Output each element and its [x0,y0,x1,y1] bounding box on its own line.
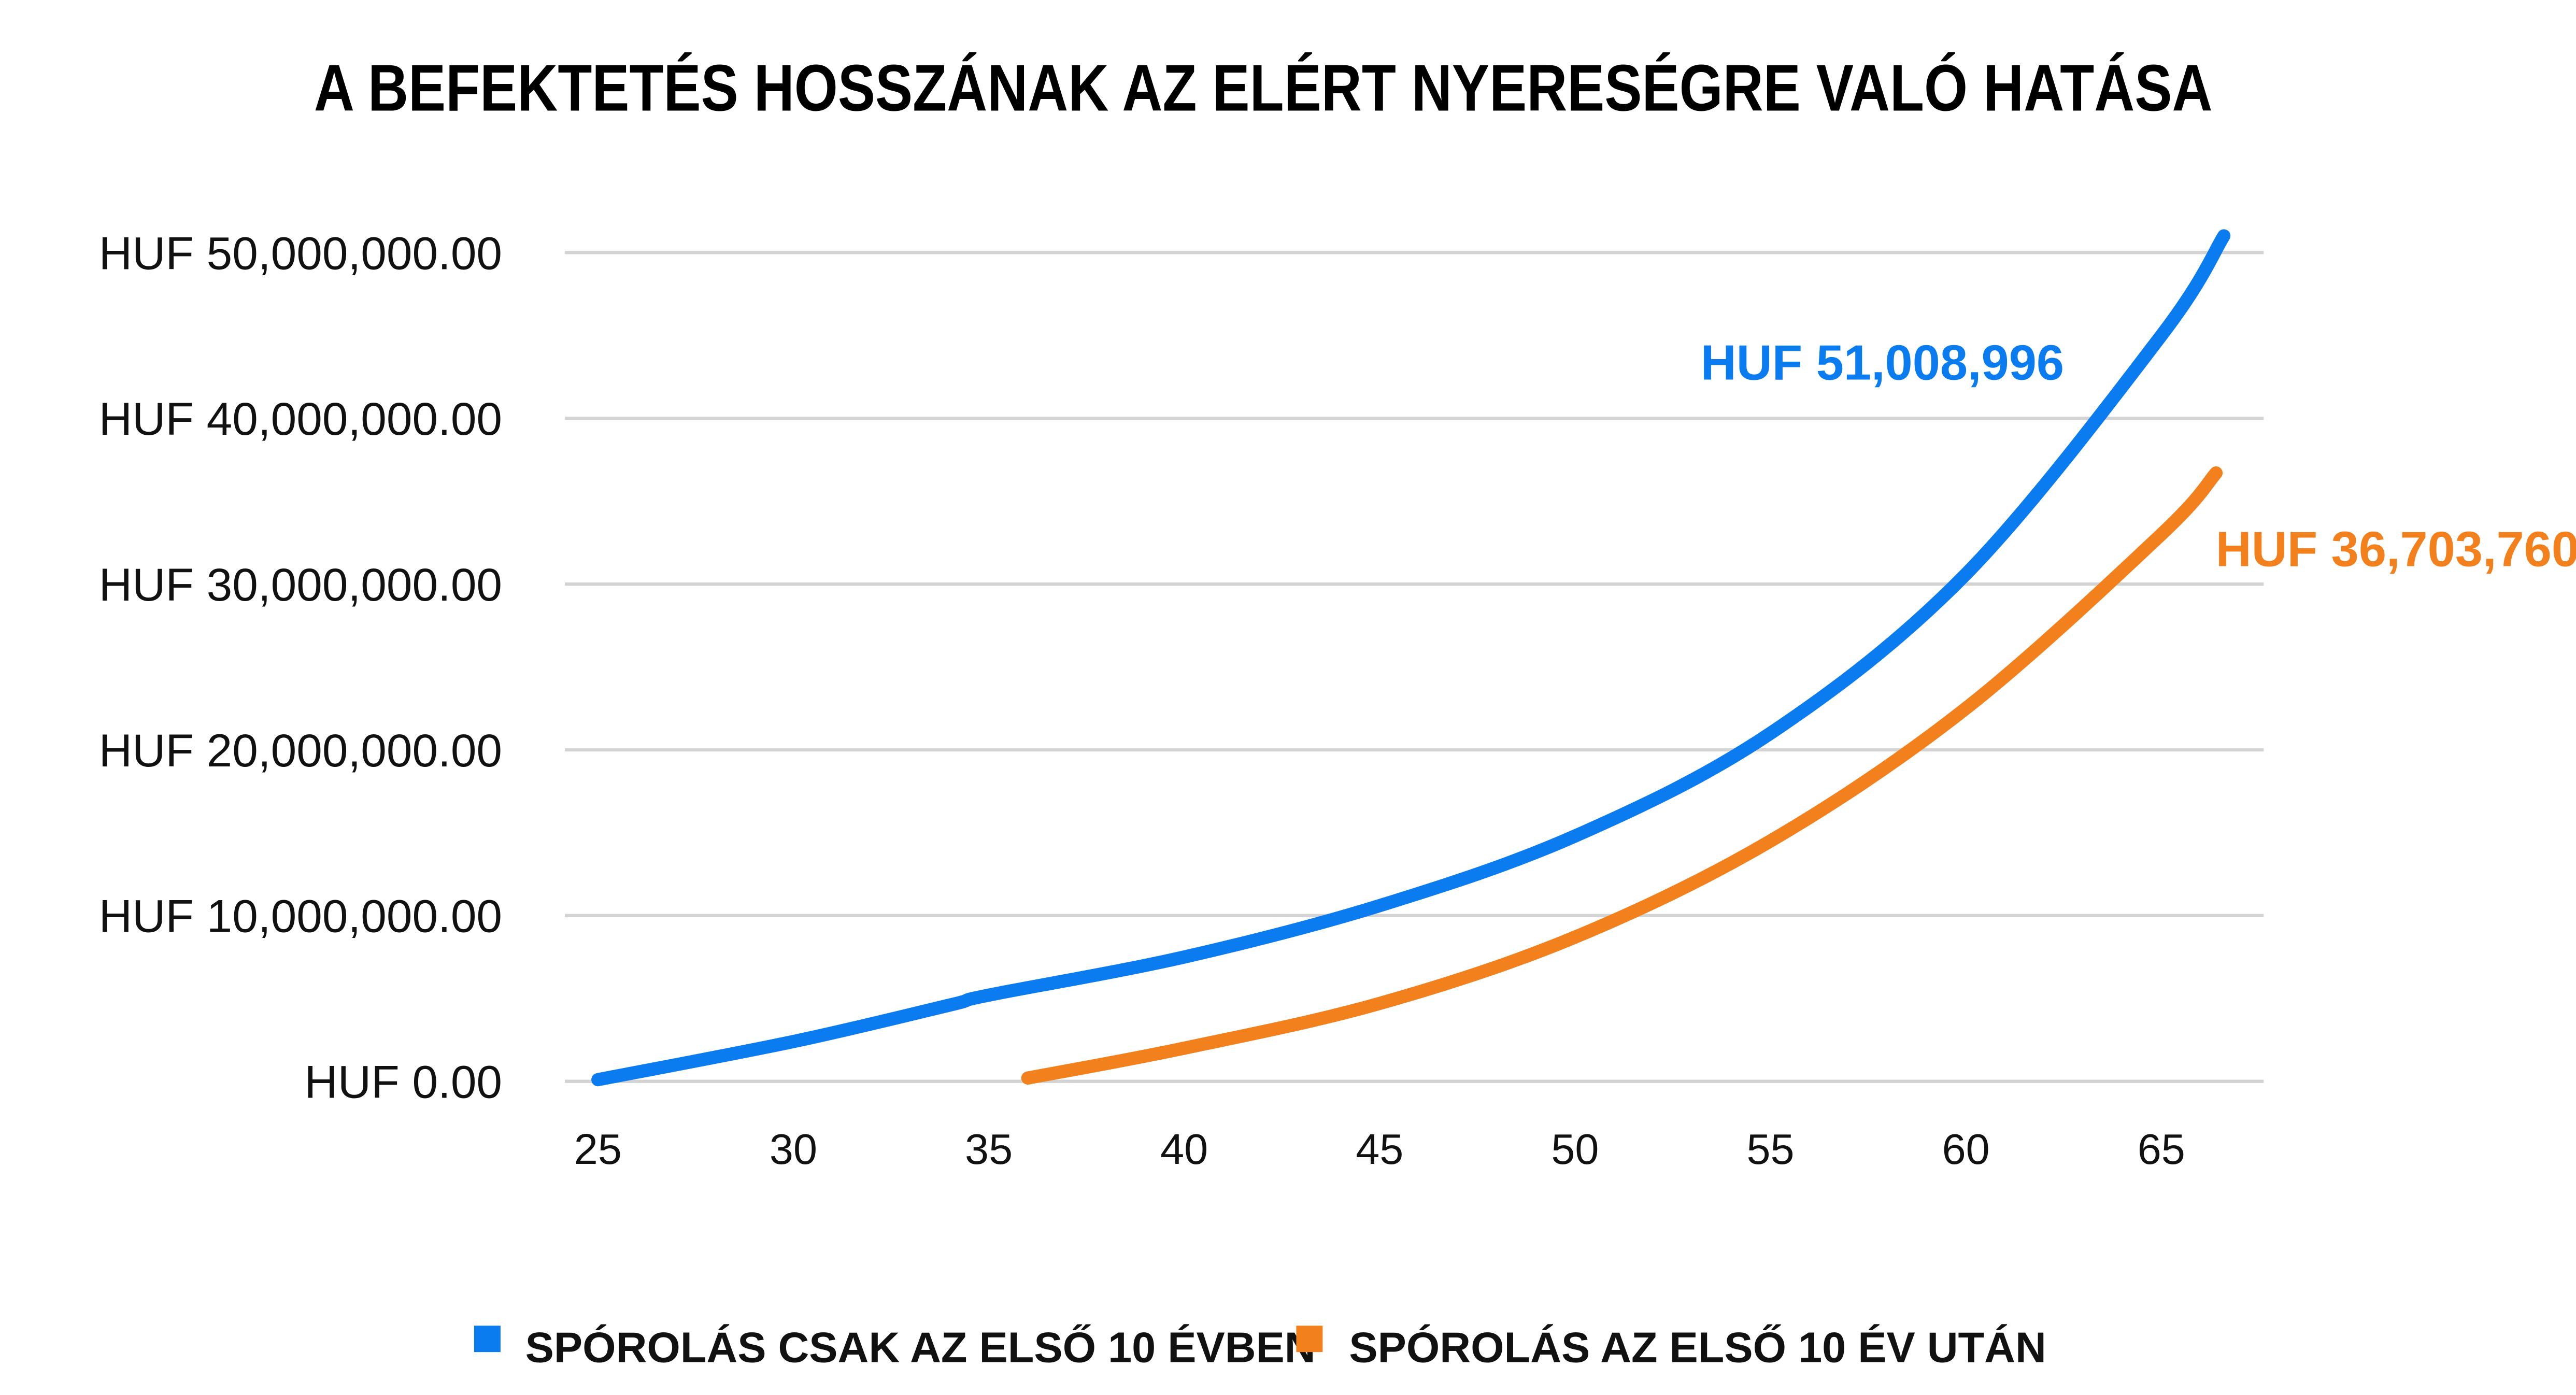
legend-swatch [474,1326,501,1353]
y-tick-label: HUF 20,000,000.00 [99,724,502,776]
x-tick-label: 45 [1356,1125,1403,1173]
x-tick-label: 25 [574,1125,622,1173]
x-tick-label: 35 [965,1125,1013,1173]
x-axis-ticks: 25 30 35 40 45 50 55 60 65 [574,1125,2185,1173]
legend: SPÓROLÁS CSAK AZ ELSŐ 10 ÉVBEN SPÓROLÁS A… [474,1323,2046,1371]
series-lines [591,229,2231,1087]
legend-label: SPÓROLÁS CSAK AZ ELSŐ 10 ÉVBEN [525,1323,1316,1371]
y-tick-label: HUF 10,000,000.00 [99,890,502,942]
series-line-2 [1021,466,2223,1085]
chart-title: A BEFEKTETÉS HOSSZÁNAK AZ ELÉRT NYERESÉG… [314,51,2213,125]
x-tick-label: 60 [1942,1125,1990,1173]
y-tick-label: HUF 50,000,000.00 [99,227,502,279]
y-axis-ticks: HUF 0.00 HUF 10,000,000.00 HUF 20,000,000.… [99,227,502,1107]
y-tick-label: HUF 40,000,000.00 [99,393,502,445]
gridlines [565,251,2264,1083]
x-tick-label: 50 [1551,1125,1599,1173]
series-line-1 [591,229,2231,1087]
x-tick-label: 30 [770,1125,817,1173]
y-tick-label: HUF 0.00 [304,1056,502,1108]
end-value-label: HUF 36,703,760 [2216,522,2576,577]
x-tick-label: 65 [2138,1125,2185,1173]
data-labels: HUF 51,008,996 HUF 36,703,760 [1701,335,2576,577]
legend-swatch [1296,1326,1323,1353]
end-value-label: HUF 51,008,996 [1701,335,2064,391]
x-tick-label: 55 [1746,1125,1794,1173]
legend-label: SPÓROLÁS AZ ELSŐ 10 ÉV UTÁN [1349,1323,2046,1371]
x-tick-label: 40 [1160,1125,1208,1173]
y-tick-label: HUF 30,000,000.00 [99,559,502,610]
